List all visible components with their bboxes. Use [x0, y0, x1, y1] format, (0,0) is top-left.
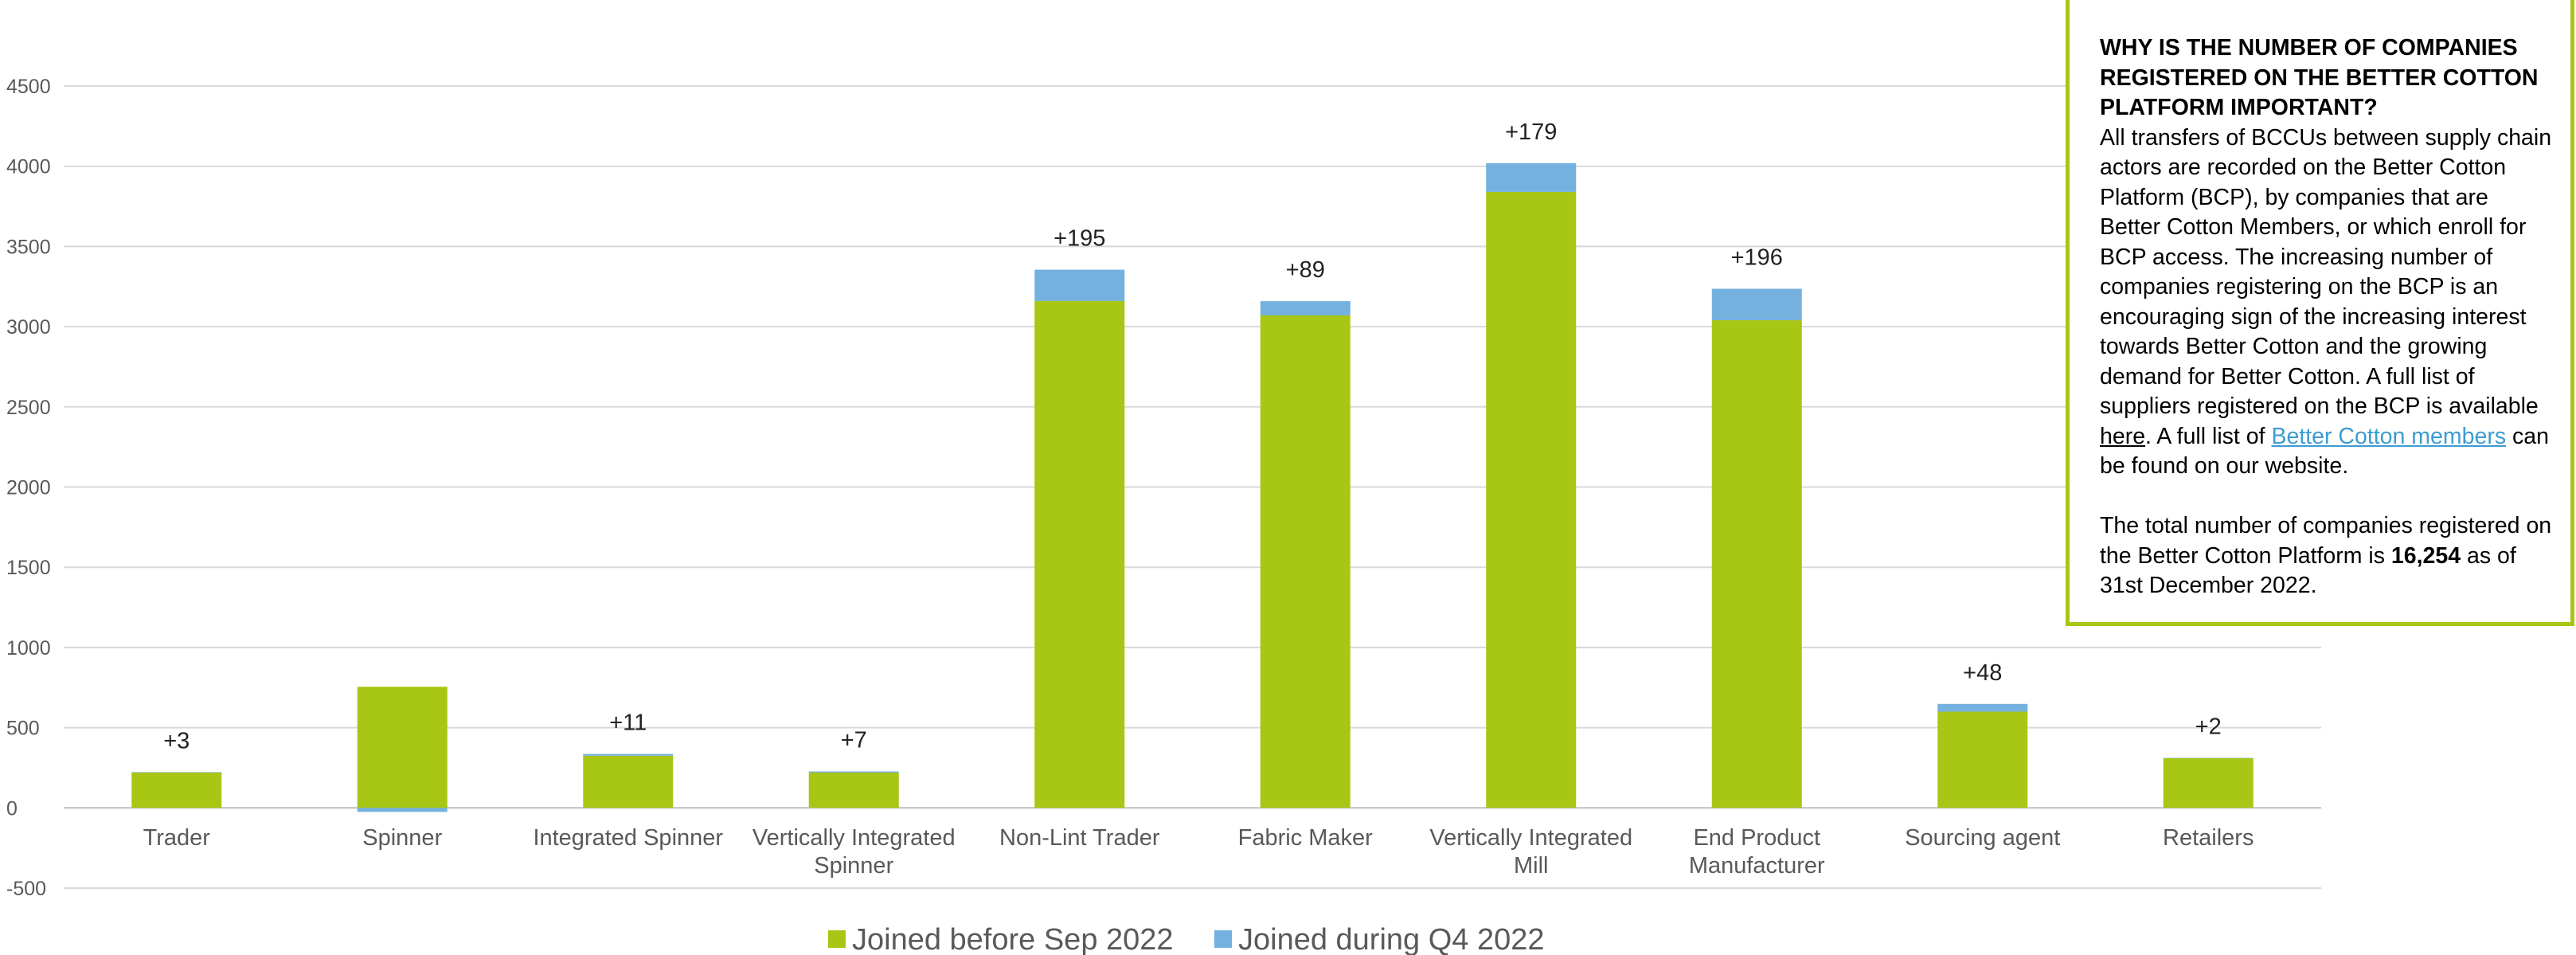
members-link[interactable]: Better Cotton members	[2271, 423, 2507, 449]
bar-joined-before-sep	[1711, 320, 1802, 808]
bar-joined-before-sep	[1034, 300, 1125, 808]
x-category-label: Vertically Integrated	[1429, 825, 1632, 851]
info-body-part3: can be found on our website.	[2100, 423, 2549, 479]
data-label: +196	[1731, 245, 1783, 271]
data-labels: +3 +11 +7 +195 +89 +179 +196 +48 +2	[163, 119, 2222, 754]
spacer	[2100, 482, 2555, 512]
x-category-label: Mill	[1514, 853, 1549, 879]
info-body-part2: . A full list of	[2145, 423, 2272, 449]
data-label: +195	[1053, 226, 1105, 252]
legend: Joined before Sep 2022 Joined during Q4 2…	[828, 923, 1545, 955]
y-tick-label: 3500	[6, 236, 51, 258]
data-label: +179	[1505, 119, 1557, 145]
y-tick-label: -500	[6, 878, 46, 900]
bar-joined-q4	[1486, 162, 1577, 192]
bar-joined-before-sep	[357, 687, 448, 808]
x-category-label: Retailers	[2163, 825, 2254, 851]
info-heading: WHY IS THE NUMBER OF COMPANIES REGISTERE…	[2100, 35, 2539, 120]
total-suffix: as of 31st December 2022.	[2100, 542, 2516, 599]
bars	[131, 162, 2254, 812]
here-link[interactable]: here	[2100, 423, 2146, 449]
x-category-label: End Product	[1693, 825, 1820, 851]
bar-joined-q4	[1711, 288, 1802, 321]
y-tick-label: 1000	[6, 637, 51, 659]
x-category-label: Manufacturer	[1689, 853, 1825, 879]
bar-joined-before-sep	[131, 772, 222, 808]
y-tick-label: 500	[6, 718, 40, 740]
x-category-label: Sourcing agent	[1905, 825, 2060, 851]
bar-joined-q4	[583, 753, 674, 756]
bar-joined-q4	[357, 808, 448, 812]
bar-joined-before-sep	[583, 755, 674, 808]
data-label: +11	[609, 710, 647, 736]
y-tick-label: 0	[6, 797, 18, 820]
bar-joined-before-sep	[808, 772, 899, 808]
info-body: All transfers of BCCUs between supply ch…	[2100, 123, 2555, 482]
bar-joined-q4	[808, 771, 899, 773]
y-axis: -500 0 500 1000 1500 2000 2500 3000 3500 4000 4500	[6, 76, 51, 900]
x-category-label: Trader	[143, 825, 211, 851]
y-tick-label: 2000	[6, 477, 51, 499]
legend-label: Joined before Sep 2022	[852, 923, 1174, 955]
x-axis: Trader Spinner Integrated Spinner Verticall…	[143, 825, 2254, 879]
y-tick-label: 4000	[6, 156, 51, 178]
bar-joined-q4	[1937, 703, 2028, 712]
x-category-label: Spinner	[362, 825, 442, 851]
x-category-label: Spinner	[814, 853, 893, 879]
data-label: +3	[163, 728, 190, 753]
legend-swatch	[1214, 930, 1232, 948]
info-box: WHY IS THE NUMBER OF COMPANIES REGISTERE…	[2066, 0, 2574, 626]
info-body-part1: All transfers of BCCUs between supply ch…	[2100, 124, 2552, 420]
legend-label: Joined during Q4 2022	[1238, 923, 1545, 955]
data-label: +89	[1286, 257, 1325, 283]
data-label: +2	[2195, 714, 2222, 739]
y-tick-label: 4500	[6, 76, 51, 98]
x-category-label: Non-Lint Trader	[999, 825, 1160, 851]
y-tick-label: 2500	[6, 397, 51, 419]
bar-joined-q4	[131, 772, 222, 773]
x-category-label: Fabric Maker	[1238, 825, 1374, 851]
y-tick-label: 3000	[6, 316, 51, 339]
bar-joined-q4	[1034, 269, 1125, 301]
total-prefix: The total number of companies registered…	[2100, 513, 2552, 569]
y-tick-label: 1500	[6, 557, 51, 579]
x-category-label: Integrated Spinner	[533, 825, 723, 851]
bar-joined-before-sep	[1937, 711, 2028, 808]
bar-joined-before-sep	[2163, 757, 2254, 808]
legend-swatch	[828, 930, 846, 948]
x-category-label: Vertically Integrated	[752, 825, 956, 851]
total-value: 16,254	[2390, 542, 2461, 569]
bar-joined-before-sep	[1486, 191, 1577, 808]
bar-joined-before-sep	[1260, 315, 1351, 808]
bar-joined-q4	[1260, 301, 1351, 316]
data-label: +48	[1963, 660, 2002, 686]
info-total: The total number of companies registered…	[2100, 511, 2555, 601]
data-label: +7	[841, 728, 867, 753]
